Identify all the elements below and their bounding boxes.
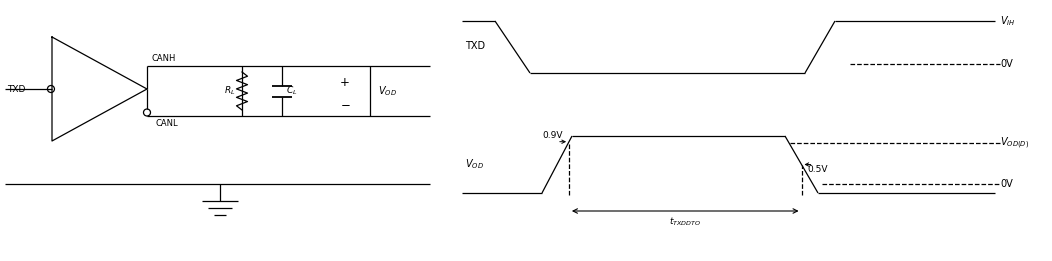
Text: $t_{TXDDTO}$: $t_{TXDDTO}$ xyxy=(669,215,702,228)
Text: $V_{IH}$: $V_{IH}$ xyxy=(1000,14,1015,28)
Text: 0V: 0V xyxy=(1000,179,1013,189)
Text: CANL: CANL xyxy=(155,119,178,128)
Text: CANH: CANH xyxy=(151,54,176,63)
Text: TXD: TXD xyxy=(7,85,25,93)
Text: 0.9V: 0.9V xyxy=(543,131,563,140)
Text: TXD: TXD xyxy=(465,41,485,51)
Text: $V_{OD}$: $V_{OD}$ xyxy=(465,157,484,171)
Text: $V_{OD}$: $V_{OD}$ xyxy=(378,84,397,98)
Text: 0.5V: 0.5V xyxy=(808,165,828,175)
Text: $-$: $-$ xyxy=(340,97,350,110)
Text: 0V: 0V xyxy=(1000,59,1013,69)
Text: +: + xyxy=(340,76,350,89)
Text: $V_{OD(D)}$: $V_{OD(D)}$ xyxy=(1000,135,1029,151)
Text: $R_L$: $R_L$ xyxy=(224,85,235,97)
Text: $C_L$: $C_L$ xyxy=(286,85,298,97)
